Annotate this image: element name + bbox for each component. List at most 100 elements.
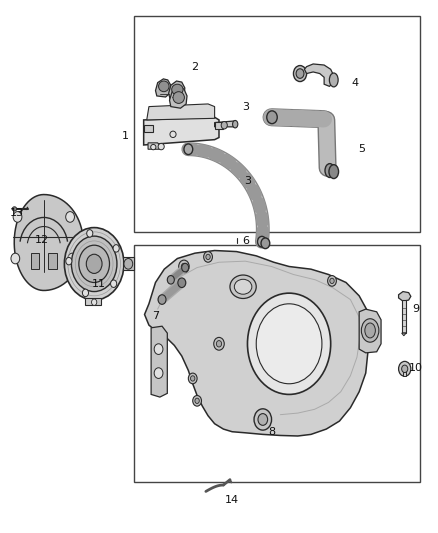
- Polygon shape: [144, 117, 219, 145]
- Polygon shape: [169, 81, 185, 100]
- Text: 10: 10: [409, 363, 423, 373]
- Polygon shape: [85, 298, 101, 305]
- Polygon shape: [31, 253, 39, 269]
- Ellipse shape: [179, 260, 189, 273]
- Ellipse shape: [221, 122, 227, 129]
- Ellipse shape: [402, 365, 408, 373]
- Text: 7: 7: [152, 311, 159, 320]
- Ellipse shape: [361, 319, 379, 342]
- Ellipse shape: [158, 143, 164, 150]
- Ellipse shape: [204, 252, 212, 262]
- Polygon shape: [359, 309, 381, 353]
- Ellipse shape: [79, 245, 110, 282]
- Text: 12: 12: [35, 235, 49, 245]
- Ellipse shape: [261, 238, 270, 248]
- Ellipse shape: [66, 257, 72, 265]
- Text: 5: 5: [358, 144, 365, 154]
- Text: 3: 3: [244, 176, 251, 186]
- Ellipse shape: [258, 236, 266, 247]
- Ellipse shape: [159, 81, 169, 92]
- Bar: [144, 125, 153, 132]
- Ellipse shape: [330, 278, 334, 284]
- Ellipse shape: [71, 236, 117, 292]
- Ellipse shape: [82, 289, 88, 297]
- Ellipse shape: [154, 368, 163, 378]
- Bar: [402, 300, 406, 333]
- Text: 3: 3: [242, 102, 249, 111]
- Ellipse shape: [68, 253, 77, 264]
- Ellipse shape: [365, 323, 375, 338]
- Ellipse shape: [195, 398, 199, 403]
- Polygon shape: [155, 79, 171, 97]
- Ellipse shape: [13, 212, 22, 222]
- Ellipse shape: [258, 414, 268, 425]
- Ellipse shape: [256, 304, 322, 384]
- Polygon shape: [215, 121, 237, 127]
- Polygon shape: [399, 292, 411, 301]
- Polygon shape: [14, 195, 83, 290]
- Ellipse shape: [188, 373, 197, 384]
- Ellipse shape: [328, 276, 336, 286]
- Ellipse shape: [167, 276, 174, 284]
- Ellipse shape: [154, 344, 163, 354]
- Ellipse shape: [151, 144, 156, 150]
- Ellipse shape: [214, 337, 224, 350]
- Ellipse shape: [66, 212, 74, 222]
- Ellipse shape: [191, 376, 195, 381]
- Text: 8: 8: [268, 427, 275, 437]
- Ellipse shape: [92, 299, 97, 305]
- Ellipse shape: [267, 111, 277, 124]
- Ellipse shape: [172, 84, 183, 95]
- Ellipse shape: [178, 278, 186, 287]
- Bar: [215, 122, 223, 129]
- Text: 6: 6: [242, 236, 249, 246]
- Bar: [134, 16, 420, 232]
- Polygon shape: [147, 104, 215, 120]
- Ellipse shape: [206, 254, 210, 260]
- Bar: [403, 370, 406, 376]
- Ellipse shape: [170, 131, 176, 138]
- Ellipse shape: [113, 245, 119, 252]
- Polygon shape: [304, 64, 334, 86]
- Ellipse shape: [184, 144, 193, 155]
- Bar: [123, 257, 134, 270]
- Polygon shape: [48, 253, 57, 269]
- Ellipse shape: [11, 253, 20, 264]
- Polygon shape: [151, 326, 167, 397]
- Ellipse shape: [110, 280, 117, 287]
- Text: 2: 2: [191, 62, 198, 71]
- Ellipse shape: [182, 263, 189, 272]
- Ellipse shape: [254, 409, 272, 430]
- Ellipse shape: [230, 275, 256, 298]
- Text: 4: 4: [351, 78, 358, 87]
- Ellipse shape: [181, 263, 187, 270]
- Ellipse shape: [296, 69, 304, 78]
- Ellipse shape: [193, 395, 201, 406]
- Text: 13: 13: [10, 208, 24, 218]
- Ellipse shape: [216, 341, 222, 347]
- Polygon shape: [145, 251, 370, 436]
- Bar: [134, 245, 420, 482]
- Ellipse shape: [329, 165, 339, 179]
- Ellipse shape: [399, 361, 411, 376]
- Polygon shape: [148, 143, 160, 149]
- Ellipse shape: [12, 207, 17, 211]
- Ellipse shape: [234, 279, 252, 294]
- Text: 1: 1: [121, 131, 128, 141]
- Ellipse shape: [158, 295, 166, 304]
- Text: 11: 11: [92, 279, 106, 288]
- Polygon shape: [402, 333, 406, 336]
- Ellipse shape: [329, 73, 338, 87]
- Ellipse shape: [124, 259, 133, 269]
- Text: 14: 14: [225, 495, 239, 505]
- Ellipse shape: [86, 254, 102, 273]
- Ellipse shape: [87, 230, 93, 237]
- Ellipse shape: [233, 120, 238, 128]
- Ellipse shape: [325, 164, 335, 177]
- Ellipse shape: [64, 228, 124, 300]
- Text: 9: 9: [413, 304, 420, 314]
- Polygon shape: [170, 87, 187, 108]
- Ellipse shape: [173, 92, 184, 103]
- Ellipse shape: [293, 66, 307, 82]
- Ellipse shape: [247, 293, 331, 394]
